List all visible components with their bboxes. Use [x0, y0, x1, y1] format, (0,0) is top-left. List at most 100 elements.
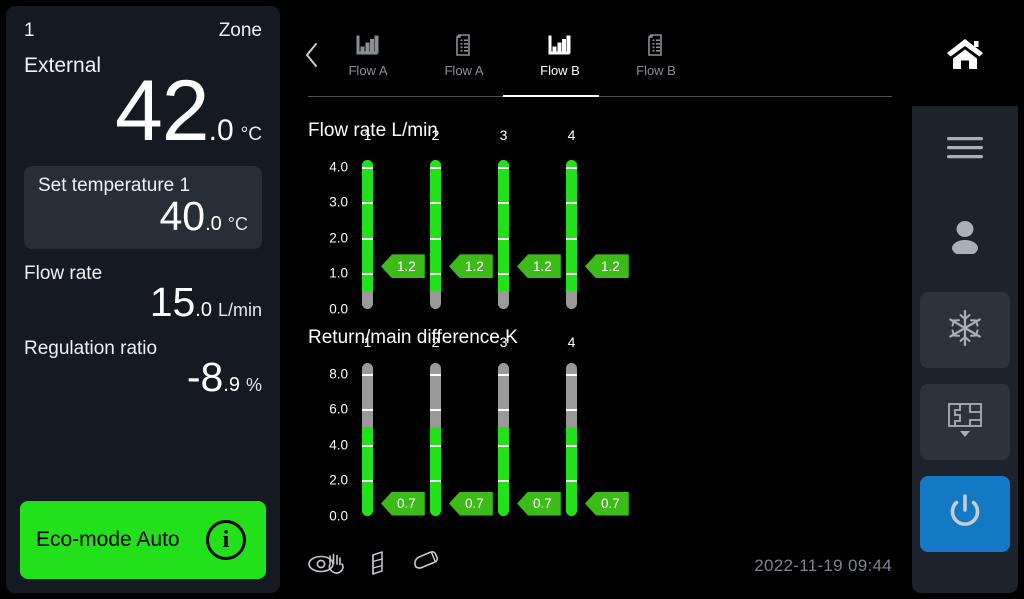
rail-item-home[interactable]: [912, 6, 1018, 106]
bar-gridline-tick: [498, 480, 509, 483]
bar-value-badge: 1.2: [585, 254, 629, 279]
set-temperature-unit: °C: [227, 214, 248, 234]
external-temp-value: 42: [114, 63, 210, 159]
zone-header: 1 Zone: [24, 20, 262, 42]
bar-group: 1 1.2 2 1.2 3 1.2 4 1.2: [352, 127, 672, 309]
external-temp-label: External: [24, 54, 102, 77]
bar-gridline-tick: [566, 202, 577, 205]
bar-gridline-tick: [566, 409, 577, 412]
rail-item-user[interactable]: [920, 200, 1010, 276]
bar-gridline-tick: [566, 480, 577, 483]
regulation-ratio-unit: %: [245, 375, 262, 396]
bar-gridline-tick: [498, 202, 509, 205]
flow-rate-label: Flow rate: [24, 263, 103, 285]
bar-gridline-tick: [498, 444, 509, 447]
bar-gridline-tick: [362, 444, 373, 447]
bar-column: 3 0.7: [498, 334, 561, 516]
tab-flow-b-list[interactable]: Flow B: [608, 24, 704, 78]
bar-gridline-tick: [362, 480, 373, 483]
flow-rate-block: Flow rate 15 .0 L/min: [24, 263, 262, 324]
tab-flow-b-chart[interactable]: Flow B: [512, 24, 608, 78]
rail-item-menu[interactable]: [920, 112, 1010, 188]
y-axis-tick: 1.0: [329, 265, 348, 281]
bar-fill: [362, 427, 373, 516]
tab-flow-a-list[interactable]: Flow A: [416, 24, 512, 78]
bar-track: [566, 363, 577, 516]
bar-value-badge: 1.2: [449, 254, 493, 279]
home-icon: [944, 35, 986, 78]
bar-gridline-tick: [566, 237, 577, 240]
bar-column-label: 2: [431, 127, 440, 143]
datetime-display: 2022-11-19 09:44: [754, 555, 892, 575]
bar-value-badge: 0.7: [585, 491, 629, 516]
bar-fill: [566, 159, 577, 292]
status-icon-group: [308, 550, 442, 581]
bar-chart-icon: [355, 24, 381, 58]
bar-gridline-tick: [362, 237, 373, 240]
rail-body: [912, 106, 1018, 593]
main-content: Flow A: [288, 0, 912, 599]
chart-return-main-difference: Return/main difference K 8.0 6.0 4.0 2.0 0.0…: [308, 327, 912, 524]
module-icon[interactable]: [370, 550, 388, 581]
bar-fill: [362, 159, 373, 292]
bar-column: 1 0.7: [362, 334, 425, 516]
regulation-ratio-value: -8: [186, 354, 224, 401]
tab-flow-a-chart[interactable]: Flow A: [320, 24, 416, 78]
set-temperature-value: 40: [159, 193, 206, 239]
bar-gridline-tick: [362, 166, 373, 169]
bar-gridline-tick: [566, 444, 577, 447]
bar-column-label: 1: [363, 334, 372, 350]
tab-list: Flow A: [320, 24, 704, 78]
bar-value-badge: 0.7: [449, 491, 493, 516]
bar-column-label: 3: [499, 334, 508, 350]
bar-gridline-tick: [430, 237, 441, 240]
hamburger-menu-icon: [947, 135, 983, 166]
external-temp-unit: °C: [240, 124, 262, 145]
y-axis-tick: 0.0: [329, 301, 348, 317]
bar-column: 1 1.2: [362, 127, 425, 309]
y-axis-tick: 4.0: [329, 159, 348, 175]
document-list-icon: [451, 24, 477, 58]
set-temperature-card[interactable]: Set temperature 1 40 .0 °C: [24, 166, 262, 250]
info-icon[interactable]: i: [206, 520, 246, 560]
bar-gridline-tick: [498, 409, 509, 412]
chart-plot-area: 8.0 6.0 4.0 2.0 0.0 1 0.7 2 0.7 3 0.7 4 0.7: [308, 334, 912, 524]
tab-label: Flow B: [636, 63, 676, 78]
bar-value-badge: 0.7: [381, 491, 425, 516]
bar-track: [362, 159, 373, 309]
y-axis-tick: 0.0: [329, 508, 348, 524]
eye-hand-icon[interactable]: [308, 551, 348, 580]
bar-gridline-tick: [430, 480, 441, 483]
bar-track: [498, 363, 509, 516]
set-temperature-decimal: .0: [205, 213, 222, 235]
bar-gridline-tick: [430, 373, 441, 376]
bar-gridline-tick: [362, 373, 373, 376]
bar-track: [362, 363, 373, 516]
bar-gridline-tick: [498, 166, 509, 169]
bar-gridline-tick: [430, 202, 441, 205]
y-axis-tick: 8.0: [329, 366, 348, 382]
bar-gridline-tick: [498, 273, 509, 276]
document-list-icon: [643, 24, 669, 58]
chevron-left-icon[interactable]: [304, 42, 320, 68]
eco-mode-label: Eco-mode Auto: [36, 528, 180, 551]
bar-fill: [430, 159, 441, 292]
right-rail: [912, 6, 1018, 593]
bar-gridline-tick: [362, 202, 373, 205]
bar-fill: [498, 427, 509, 516]
bar-fill: [566, 427, 577, 516]
eco-mode-button[interactable]: Eco-mode Auto i: [20, 501, 266, 579]
flow-rate-value: 15: [149, 279, 196, 326]
bar-gridline-tick: [566, 166, 577, 169]
bar-gridline-tick: [430, 166, 441, 169]
rail-item-floorplan[interactable]: [920, 384, 1010, 460]
y-axis-tick: 2.0: [329, 472, 348, 488]
usb-stick-icon[interactable]: [410, 550, 442, 581]
bar-column-label: 3: [499, 127, 508, 143]
tab-label: Flow A: [348, 63, 388, 78]
rail-item-power[interactable]: [920, 476, 1010, 552]
bar-column: 4 1.2: [566, 127, 629, 309]
set-temperature-value-row: 40 .0 °C: [38, 193, 249, 239]
rail-item-cooling[interactable]: [920, 292, 1010, 368]
